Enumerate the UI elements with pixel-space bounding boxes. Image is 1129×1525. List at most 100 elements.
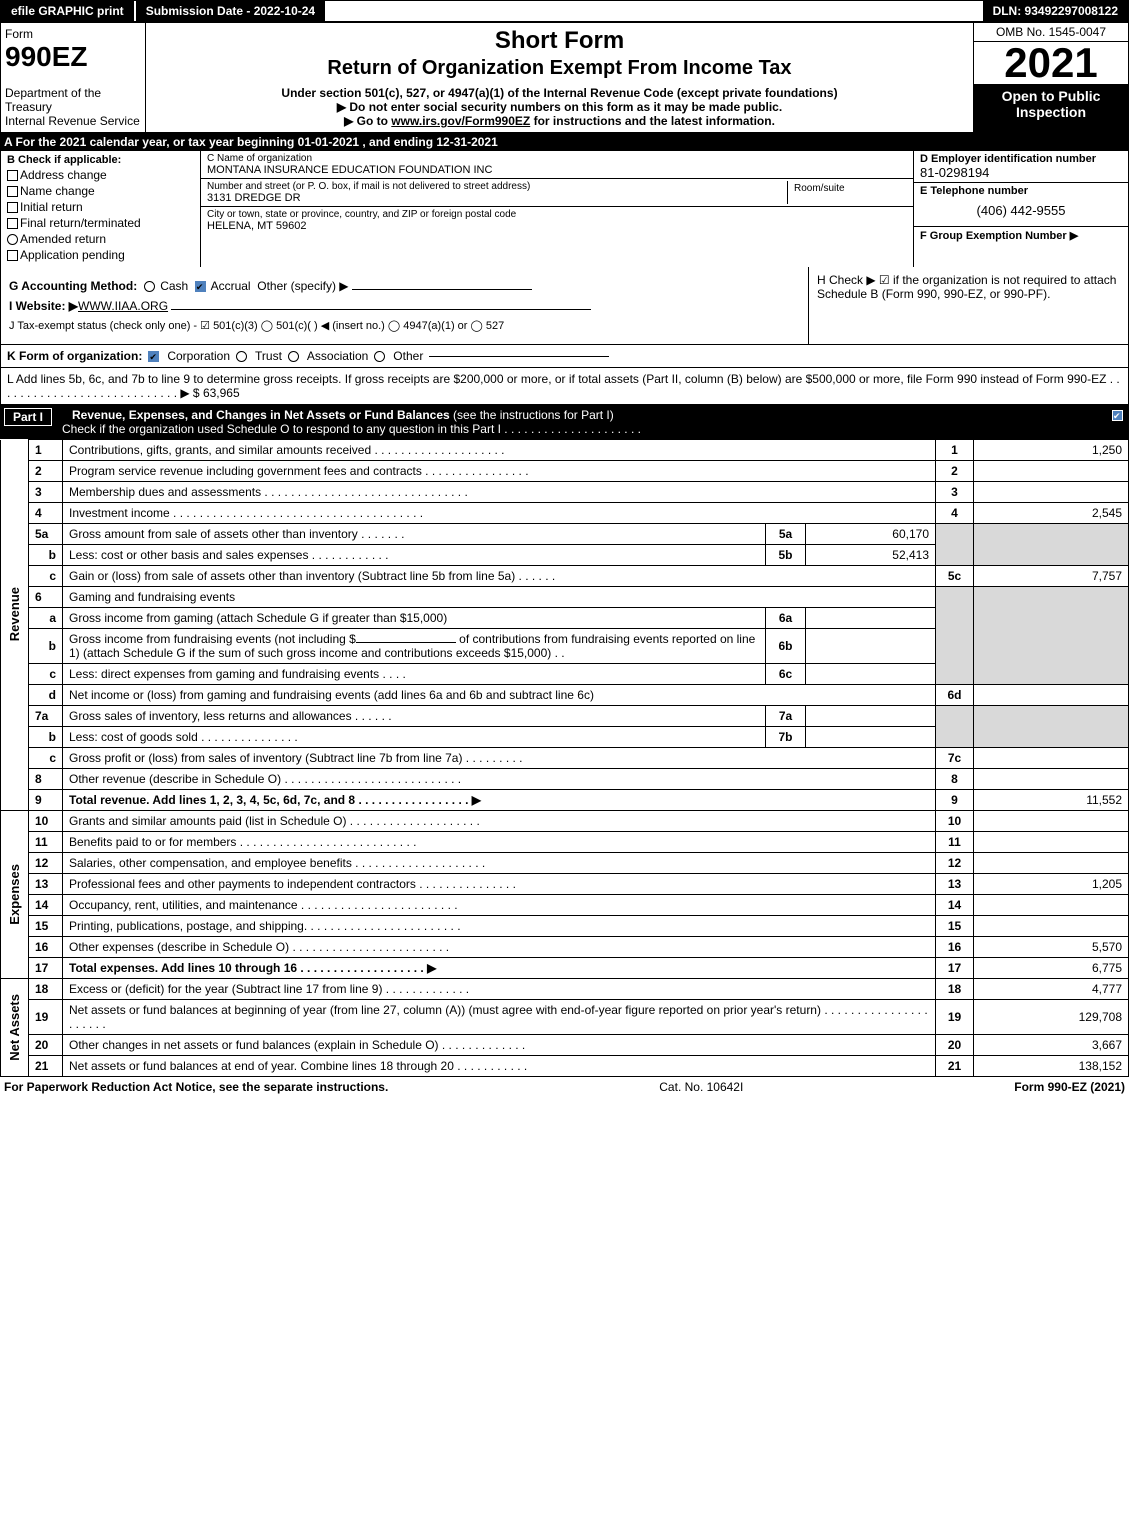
- check-application-pending[interactable]: Application pending: [7, 248, 194, 262]
- row-5b-boxval: 52,413: [806, 545, 936, 566]
- row-15-amt: [974, 916, 1129, 937]
- org-name-value: MONTANA INSURANCE EDUCATION FOUNDATION I…: [207, 164, 907, 176]
- row-6-desc: Gaming and fundraising events: [63, 587, 936, 608]
- row-6d-desc: Net income or (loss) from gaming and fun…: [63, 685, 936, 706]
- check-amended-return[interactable]: Amended return: [7, 232, 194, 246]
- dln-label: DLN: 93492297008122: [983, 1, 1128, 21]
- row-19-desc: Net assets or fund balances at beginning…: [63, 1000, 936, 1035]
- header-center: Short Form Return of Organization Exempt…: [146, 23, 973, 132]
- netassets-side-label: Net Assets: [1, 979, 29, 1077]
- row-18-amt: 4,777: [974, 979, 1129, 1000]
- form-header: Form 990EZ Department of the Treasury In…: [0, 22, 1129, 133]
- row-7c-amt: [974, 748, 1129, 769]
- row-4-desc: Investment income . . . . . . . . . . . …: [63, 503, 936, 524]
- row-17-num: 17: [936, 958, 974, 979]
- irs-link[interactable]: www.irs.gov/Form990EZ: [391, 114, 530, 128]
- row-13-num: 13: [936, 874, 974, 895]
- row-13-amt: 1,205: [974, 874, 1129, 895]
- row-2-num: 2: [936, 461, 974, 482]
- group-exemption-label: F Group Exemption Number ▶: [920, 230, 1078, 242]
- row-7b-ln: b: [29, 727, 63, 748]
- top-bar: efile GRAPHIC print Submission Date - 20…: [0, 0, 1129, 22]
- box-c-info: C Name of organization MONTANA INSURANCE…: [201, 151, 913, 267]
- row-9-num: 9: [936, 790, 974, 811]
- corp-check[interactable]: [148, 351, 159, 362]
- row-13-ln: 13: [29, 874, 63, 895]
- row-5a-ln: 5a: [29, 524, 63, 545]
- part1-check-line: Check if the organization used Schedule …: [62, 422, 641, 436]
- assoc-radio[interactable]: [288, 351, 299, 362]
- part1-schedule-o-check[interactable]: [1112, 408, 1125, 422]
- line-i-website: I Website: ▶WWW.IIAA.ORG: [9, 299, 800, 313]
- row-5c-ln: c: [29, 566, 63, 587]
- row-6b-boxval: [806, 629, 936, 664]
- row-20-desc: Other changes in net assets or fund bala…: [63, 1035, 936, 1056]
- row-4-num: 4: [936, 503, 974, 524]
- row-12-amt: [974, 853, 1129, 874]
- row-17-ln: 17: [29, 958, 63, 979]
- row-6c-ln: c: [29, 664, 63, 685]
- check-name-change[interactable]: Name change: [7, 184, 194, 198]
- row-20-amt: 3,667: [974, 1035, 1129, 1056]
- header-left: Form 990EZ Department of the Treasury In…: [1, 23, 146, 132]
- submission-date-button[interactable]: Submission Date - 2022-10-24: [136, 1, 327, 21]
- org-street-value: 3131 DREDGE DR: [207, 192, 787, 204]
- row-7c-num: 7c: [936, 748, 974, 769]
- row-19-num: 19: [936, 1000, 974, 1035]
- row-3-num: 3: [936, 482, 974, 503]
- row-5a-box: 5a: [766, 524, 806, 545]
- check-address-change[interactable]: Address change: [7, 168, 194, 182]
- row-12-ln: 12: [29, 853, 63, 874]
- cash-radio[interactable]: [144, 281, 155, 292]
- row-8-desc: Other revenue (describe in Schedule O) .…: [63, 769, 936, 790]
- tel-label: E Telephone number: [920, 185, 1028, 197]
- shade-6-amt: [974, 587, 1129, 685]
- ein-cell: D Employer identification number 81-0298…: [914, 151, 1128, 183]
- other-radio[interactable]: [374, 351, 385, 362]
- room-suite-label: Room/suite: [794, 183, 901, 194]
- org-city-label: City or town, state or province, country…: [207, 209, 907, 220]
- row-6-ln: 6: [29, 587, 63, 608]
- row-6c-boxval: [806, 664, 936, 685]
- ein-label: D Employer identification number: [920, 153, 1096, 165]
- title-short-form: Short Form: [150, 27, 969, 55]
- header-right: OMB No. 1545-0047 2021 Open to Public In…: [973, 23, 1128, 132]
- shade-5-amt: [974, 524, 1129, 566]
- gross-receipts-amount: 63,965: [203, 386, 240, 400]
- efile-print-button[interactable]: efile GRAPHIC print: [1, 1, 136, 21]
- row-17-amt: 6,775: [974, 958, 1129, 979]
- accrual-check[interactable]: [195, 281, 206, 292]
- row-7b-box: 7b: [766, 727, 806, 748]
- footer-form-ref: Form 990-EZ (2021): [1014, 1080, 1125, 1094]
- row-12-desc: Salaries, other compensation, and employ…: [63, 853, 936, 874]
- revenue-side-label: Revenue: [1, 440, 29, 790]
- row-10-ln: 10: [29, 811, 63, 832]
- row-14-desc: Occupancy, rent, utilities, and maintena…: [63, 895, 936, 916]
- row-7c-ln: c: [29, 748, 63, 769]
- tax-year: 2021: [974, 42, 1128, 84]
- row-5b-desc: Less: cost or other basis and sales expe…: [63, 545, 766, 566]
- trust-radio[interactable]: [236, 351, 247, 362]
- row-11-amt: [974, 832, 1129, 853]
- row-14-amt: [974, 895, 1129, 916]
- line-l-gross-receipts: L Add lines 5b, 6c, and 7b to line 9 to …: [0, 368, 1129, 405]
- shade-7-amt: [974, 706, 1129, 748]
- row-15-ln: 15: [29, 916, 63, 937]
- row-6b-box: 6b: [766, 629, 806, 664]
- row-7c-desc: Gross profit or (loss) from sales of inv…: [63, 748, 936, 769]
- row-1-amt: 1,250: [974, 440, 1129, 461]
- row-14-ln: 14: [29, 895, 63, 916]
- group-exemption-cell: F Group Exemption Number ▶: [914, 227, 1128, 267]
- check-final-return[interactable]: Final return/terminated: [7, 216, 194, 230]
- website-link[interactable]: WWW.IIAA.ORG: [78, 299, 168, 313]
- row-9-amt: 11,552: [974, 790, 1129, 811]
- row-5b-box: 5b: [766, 545, 806, 566]
- shade-7: [936, 706, 974, 748]
- row-5c-desc: Gain or (loss) from sale of assets other…: [63, 566, 936, 587]
- check-initial-return[interactable]: Initial return: [7, 200, 194, 214]
- row-7a-ln: 7a: [29, 706, 63, 727]
- right-info-col: D Employer identification number 81-0298…: [913, 151, 1128, 267]
- row-5a-boxval: 60,170: [806, 524, 936, 545]
- shade-6: [936, 587, 974, 685]
- part1-subtitle: (see the instructions for Part I): [450, 408, 614, 422]
